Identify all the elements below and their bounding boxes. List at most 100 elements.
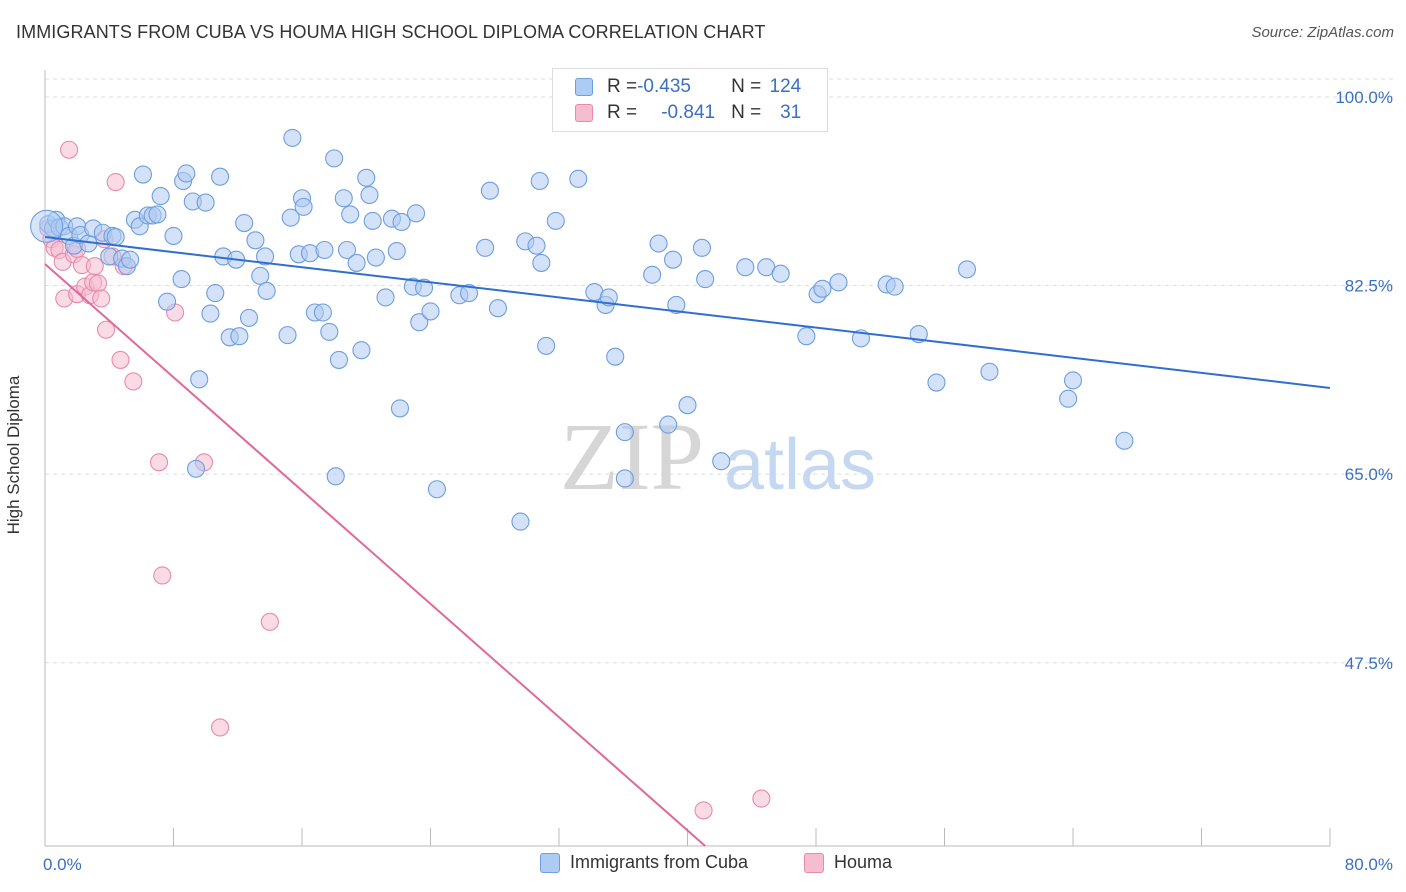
cuba-point [488, 299, 508, 318]
cuba-point [599, 288, 618, 307]
cuba-point [211, 167, 230, 186]
axes [44, 70, 1331, 847]
cuba-point [246, 231, 265, 250]
cuba-point [530, 171, 549, 191]
legend-row-cuba: R = -0.435 N = 124 [575, 75, 801, 99]
cuba-point [546, 211, 565, 230]
cuba-point [980, 362, 999, 381]
cuba-point [251, 266, 270, 285]
houma-point [60, 140, 79, 159]
legend-swatch-cuba [575, 78, 593, 96]
cuba-point [239, 308, 259, 327]
source-label: Source: ZipAtlas.com [1251, 24, 1394, 41]
cuba-point [172, 270, 191, 289]
cuba-point [337, 240, 357, 260]
cuba-point [148, 205, 167, 224]
cuba-point [341, 205, 360, 224]
cuba-point [283, 128, 302, 147]
houma-point [88, 274, 108, 293]
cuba-point [352, 341, 371, 360]
cuba-point [313, 303, 332, 322]
cuba-point [186, 459, 206, 478]
cuba-point [190, 370, 209, 389]
cuba-point [537, 336, 556, 355]
y-tick-label: 47.5% [1345, 654, 1393, 673]
legend-n-value: 124 [769, 76, 802, 97]
cuba-point [615, 469, 634, 488]
cuba-point [329, 350, 348, 369]
cuba-point [235, 213, 254, 233]
cuba-trendline [44, 236, 1331, 389]
cuba-point [606, 347, 625, 366]
cuba-point [320, 322, 339, 341]
watermark: ZIP atlas [560, 403, 876, 510]
cuba-point [357, 168, 376, 187]
cuba-point [771, 264, 790, 283]
cuba-point [813, 279, 832, 298]
houma-point [96, 320, 116, 339]
cuba-point [406, 204, 426, 223]
legend-r-value: -0.841 [661, 102, 716, 123]
cuba-point [294, 197, 313, 216]
houma-point [211, 718, 230, 737]
cuba-point [363, 211, 382, 230]
cuba-point [390, 399, 410, 418]
cuba-point [649, 234, 668, 253]
cuba-point [201, 304, 220, 323]
cuba-point [511, 512, 530, 531]
legend-r-label: R = [607, 76, 638, 97]
cuba-point [927, 373, 946, 392]
houma-point [124, 372, 143, 391]
cuba-point [885, 277, 904, 296]
x-tick-label: 0.0% [43, 855, 82, 874]
cuba-point [257, 281, 276, 300]
cuba-point [696, 270, 715, 289]
legend-swatch-houma [804, 852, 824, 873]
houma-point [260, 612, 279, 631]
cuba-point [797, 327, 816, 346]
cuba-point [421, 302, 440, 321]
cuba-point [415, 278, 434, 297]
cuba-point [1115, 431, 1134, 450]
houma-point [85, 257, 104, 276]
cuba-point [230, 327, 249, 346]
cuba-point [347, 253, 366, 272]
cuba-point [659, 415, 678, 434]
cuba-point [315, 240, 334, 260]
cuba-point [692, 238, 712, 257]
cuba-point [1059, 389, 1078, 408]
legend-label-cuba: Immigrants from Cuba [570, 852, 749, 872]
cuba-point [106, 228, 125, 247]
watermark-atlas-text: atlas [724, 425, 876, 505]
houma-point [106, 173, 125, 192]
houma-point [153, 566, 172, 585]
cuba-point [615, 423, 634, 442]
cuba-point [532, 253, 551, 272]
cuba-point [278, 326, 297, 345]
cuba-point [736, 258, 755, 277]
legend-item-houma: Houma [804, 852, 892, 873]
cuba-point [476, 238, 495, 257]
legend-n-value: 31 [780, 102, 802, 123]
cuba-point [957, 260, 977, 279]
cuba-point [427, 480, 446, 499]
cuba-point [1063, 371, 1083, 390]
cuba-point [196, 193, 215, 212]
cuba-point [678, 396, 697, 415]
x-tick-label: 80.0% [1345, 855, 1393, 874]
cuba-point [281, 208, 300, 227]
tick-labels: 100.0% 82.5% 65.0% 47.5% 0.0% 80.0% [43, 88, 1393, 874]
cuba-point [360, 185, 379, 205]
chart-title: IMMIGRANTS FROM CUBA VS HOUMA HIGH SCHOO… [16, 22, 766, 42]
houma-point [92, 289, 111, 308]
cuba-point [410, 313, 429, 332]
legend-swatch-houma [575, 104, 593, 122]
trend-lines [44, 236, 1331, 847]
cuba-point [376, 288, 395, 307]
cuba-point [30, 209, 64, 243]
legend-swatch-cuba [540, 852, 560, 873]
cuba-point [334, 189, 353, 208]
legend-n-label: N = [731, 102, 762, 123]
cuba-point [643, 265, 662, 284]
